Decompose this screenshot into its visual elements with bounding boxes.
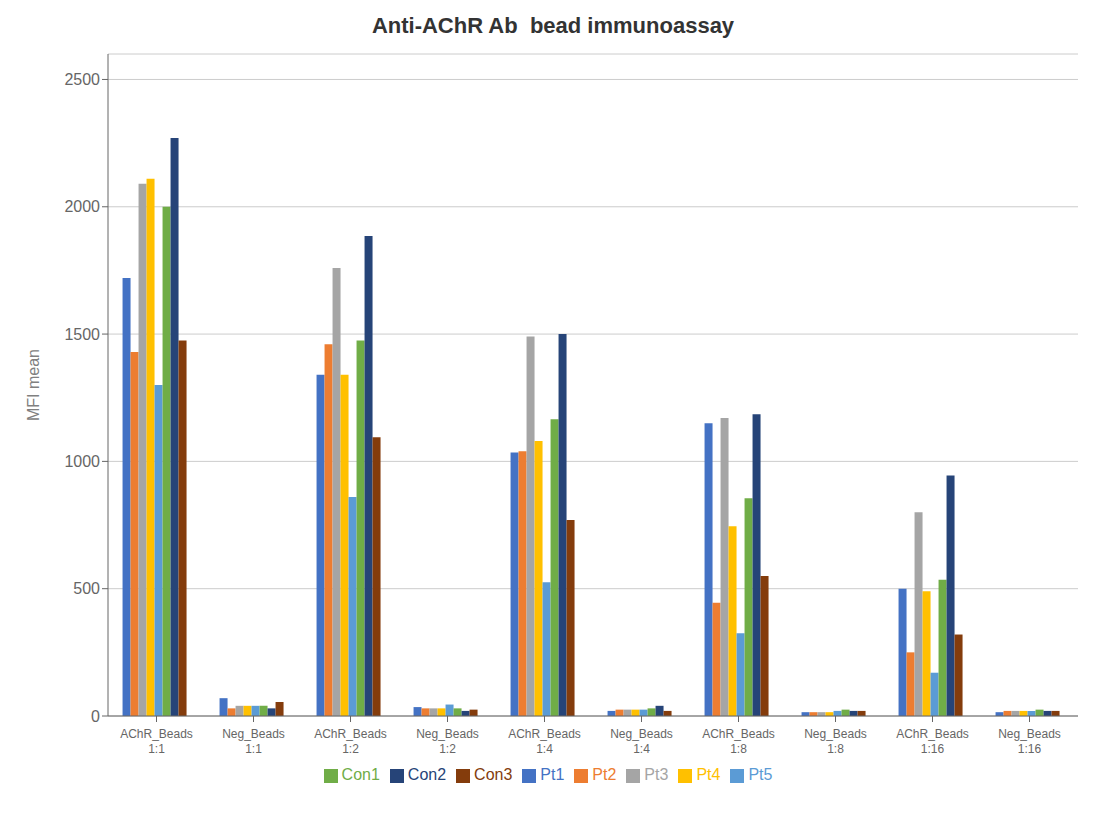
svg-text:AChR_Beads1:8: AChR_Beads1:8 [702,727,775,756]
html-text:Anti-AChR Ab bead immunoassay: Anti-AChR Ab bead immunoassay [371,13,735,38]
html-text:Pt1: Pt1 [540,766,565,783]
svg-text:1500: 1500 [64,326,100,343]
svg-text:MFI mean: MFI mean [25,349,42,421]
html-text:Con1: Con1 [341,766,380,783]
svg-text:Neg_Beads1:16: Neg_Beads1:16 [998,727,1061,756]
svg-text:AChR_Beads1:4: AChR_Beads1:4 [508,727,581,756]
svg-text:AChR_Beads1:16: AChR_Beads1:16 [896,727,969,756]
svg-text:AChR_Beads1:2: AChR_Beads1:2 [314,727,387,756]
svg-text:Neg_Beads1:4: Neg_Beads1:4 [610,727,673,756]
svg-text:Neg_Beads1:8: Neg_Beads1:8 [804,727,867,756]
html-text:Pt3: Pt3 [644,766,669,783]
svg-text:2500: 2500 [64,71,100,88]
svg-text:Neg_Beads1:2: Neg_Beads1:2 [416,727,479,756]
svg-text:Neg_Beads1:1: Neg_Beads1:1 [222,727,285,756]
html-text:Con3: Con3 [474,766,513,783]
svg-text:2000: 2000 [64,198,100,215]
svg-text:1000: 1000 [64,453,100,470]
svg-text:AChR_Beads1:1: AChR_Beads1:1 [120,727,193,756]
html-text:Pt4: Pt4 [696,766,721,783]
html-text:Pt2: Pt2 [592,766,617,783]
html-text:Pt5: Pt5 [748,766,773,783]
svg-text:0: 0 [91,708,100,725]
svg-text:500: 500 [73,580,100,597]
html-text:Con2: Con2 [407,766,447,783]
